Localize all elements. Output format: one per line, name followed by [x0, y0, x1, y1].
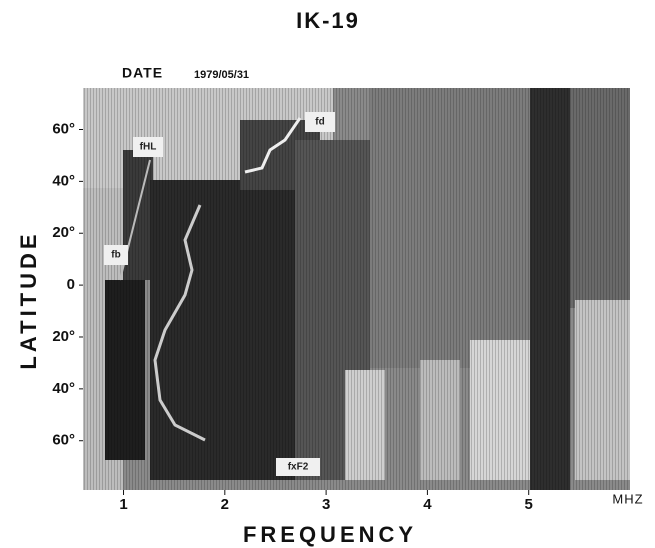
- x-tick-label: 5: [525, 496, 533, 513]
- y-tick-label: 40°: [52, 172, 75, 189]
- y-tick-label: 40°: [52, 380, 75, 397]
- map-image: [83, 88, 630, 490]
- x-axis-label: FREQUENCY: [243, 522, 417, 547]
- date-label: DATE: [122, 65, 163, 81]
- y-tick-label: 60°: [52, 432, 75, 449]
- annotation: fd: [315, 117, 324, 128]
- x-tick-label: 3: [322, 496, 330, 513]
- y-axis-label: LATITUDE: [16, 230, 41, 369]
- x-unit: MHZ: [612, 491, 643, 506]
- y-tick-label: 0: [67, 276, 75, 293]
- y-tick-label: 20°: [52, 328, 75, 345]
- chart: IK-19 DATE 1979/05/31 fd fHL fb fxF2 MHZ…: [0, 0, 655, 548]
- annotation: fHL: [140, 142, 157, 153]
- y-tick-label: 60°: [52, 120, 75, 137]
- x-tick-label: 1: [119, 496, 127, 513]
- chart-title: IK-19: [296, 8, 360, 33]
- y-tick-label: 20°: [52, 224, 75, 241]
- annotation: fxF2: [288, 462, 309, 473]
- x-tick-label: 2: [221, 496, 229, 513]
- date: 1979/05/31: [194, 69, 249, 81]
- x-tick-label: 4: [423, 496, 432, 513]
- annotation: fb: [111, 250, 120, 261]
